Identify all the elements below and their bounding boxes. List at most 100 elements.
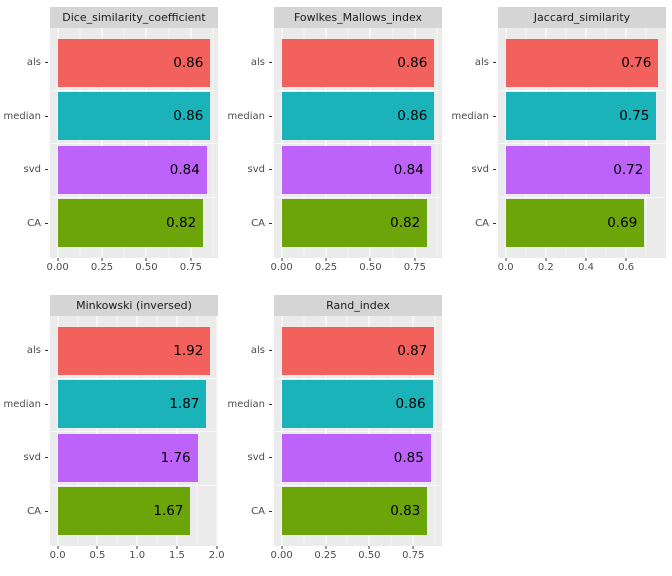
bar-CA: 0.69 [505, 199, 645, 248]
y-axis-labels: als median svd CA [224, 316, 274, 546]
strip-row: Minkowski (inversed) [0, 295, 224, 316]
bar-als: 0.86 [57, 38, 211, 87]
y-tick-row: als [448, 36, 498, 90]
x-tick-mark [190, 258, 192, 261]
gridline-horizontal [274, 431, 442, 432]
bar-svd: 0.84 [281, 145, 431, 194]
x-axis-row: 0.0 0.5 1.0 1.5 2.0 [0, 546, 225, 576]
x-tick-mark [136, 546, 138, 549]
y-tick-label: median [227, 398, 266, 410]
y-tick-row: CA [224, 197, 274, 251]
strip-row: Rand_index [224, 295, 448, 316]
x-tick-label: 2.0 [208, 550, 225, 561]
bar-value-label: 1.92 [173, 342, 204, 359]
y-tick-mark [45, 169, 48, 171]
y-axis-labels: als median svd CA [448, 28, 498, 258]
x-axis-row: 0.00 0.25 0.50 0.75 [0, 258, 224, 288]
y-tick-label: svd [23, 164, 41, 176]
x-tick-mark [145, 258, 147, 261]
x-tick-mark [101, 258, 103, 261]
axis-gutter [0, 546, 50, 576]
bar-value-label: 0.87 [397, 342, 428, 359]
y-tick-mark [269, 403, 272, 405]
y-tick-label: svd [247, 452, 265, 464]
plot-panel: 0.86 0.86 0.84 0.82 [274, 28, 442, 258]
y-tick-label: svd [23, 452, 41, 464]
gridline-horizontal [50, 89, 218, 91]
bar-value-label: 0.75 [619, 108, 650, 125]
y-tick-mark [269, 62, 272, 64]
gridline-horizontal [498, 196, 666, 198]
bar-svd: 0.84 [57, 145, 207, 194]
gridline-horizontal [50, 196, 218, 198]
facet-fowlkes-mallows-index: Fowlkes_Mallows_index als median svd CA 0.8… [224, 0, 448, 288]
gridline-horizontal [50, 484, 218, 486]
bar-CA: 0.82 [281, 199, 428, 248]
bar-CA: 0.82 [57, 199, 204, 248]
y-tick-mark [269, 169, 272, 171]
y-tick-mark [45, 62, 48, 64]
gridline-horizontal [274, 89, 442, 91]
y-tick-mark [45, 457, 48, 459]
x-tick-label: 0.75 [179, 262, 202, 273]
bar-CA: 1.67 [57, 487, 191, 536]
y-tick-mark [45, 350, 48, 352]
x-tick-label: 0.25 [90, 262, 114, 273]
y-tick-label: median [3, 110, 42, 122]
x-tick-mark [325, 546, 327, 549]
axis-gutter [224, 295, 274, 316]
y-tick-mark [45, 403, 48, 405]
x-axis-row: 0.0 0.2 0.4 0.6 [448, 258, 672, 288]
x-tick-label: 1.5 [169, 550, 185, 561]
bar-value-label: 0.72 [613, 161, 644, 178]
gridline-horizontal [274, 196, 442, 198]
gridline-horizontal [274, 377, 442, 379]
y-tick-label: CA [251, 505, 265, 517]
bar-median: 0.86 [281, 92, 435, 141]
bar-value-label: 0.84 [169, 161, 200, 178]
x-axis: 0.00 0.25 0.50 0.75 [270, 546, 442, 576]
bar-median: 0.86 [281, 380, 433, 429]
x-tick-mark [57, 546, 59, 549]
y-tick-label: CA [251, 217, 265, 229]
x-tick-label: 0.6 [618, 262, 635, 273]
y-tick-row: median [224, 378, 274, 432]
y-tick-mark [269, 115, 272, 117]
gridline-horizontal [274, 484, 442, 486]
y-tick-row: svd [0, 431, 50, 485]
y-tick-mark [493, 222, 496, 224]
x-axis-row: 0.00 0.25 0.50 0.75 [224, 258, 448, 288]
strip-row: Dice_similarity_coefficient [0, 7, 224, 28]
y-axis-labels: als median svd CA [0, 28, 50, 258]
y-tick-mark [45, 115, 48, 117]
bar-value-label: 0.82 [390, 215, 421, 232]
bar-median: 0.86 [57, 92, 211, 141]
gridline-horizontal [50, 377, 218, 379]
y-tick-label: als [26, 57, 41, 69]
x-tick-label: 0.25 [314, 262, 338, 273]
y-tick-row: median [448, 90, 498, 144]
bar-value-label: 0.86 [397, 54, 428, 71]
x-axis: 0.00 0.25 0.50 0.75 [270, 258, 442, 288]
y-tick-label: CA [27, 217, 41, 229]
bar-svd: 0.85 [281, 433, 431, 482]
x-tick-mark [585, 258, 587, 261]
bar-value-label: 0.85 [393, 449, 424, 466]
bar-svd: 1.76 [57, 433, 198, 482]
x-tick-label: 0.25 [314, 550, 337, 561]
x-tick-label: 0.5 [89, 550, 106, 561]
y-tick-row: svd [224, 431, 274, 485]
y-tick-row: als [0, 324, 50, 378]
y-tick-row: als [224, 36, 274, 90]
x-tick-mark [216, 546, 218, 549]
axis-gutter [448, 7, 498, 28]
x-tick-mark [176, 546, 178, 549]
y-tick-label: als [474, 57, 489, 69]
x-tick-label: 0.50 [359, 262, 382, 273]
y-tick-label: als [26, 345, 41, 357]
x-tick-mark [545, 258, 547, 261]
bar-value-label: 1.76 [160, 449, 191, 466]
x-axis: 0.0 0.2 0.4 0.6 [498, 258, 666, 288]
gridline-horizontal [50, 431, 218, 432]
